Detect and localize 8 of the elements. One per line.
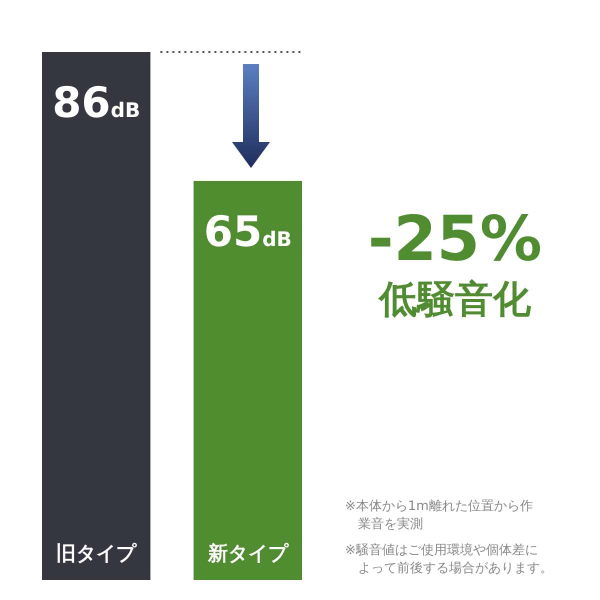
text: ※騒音値はご使用環境や個体差によって前後する場合があります。 <box>345 542 553 576</box>
text: -25% <box>368 202 542 275</box>
x-tick-label: 旧タイプ <box>56 541 138 565</box>
text: 低騒音化 <box>377 277 532 321</box>
data-label: 86dB <box>52 78 140 127</box>
data-label: 65dB <box>204 206 292 256</box>
text: ※本体から1m離れた位置から作業音を実測 <box>345 499 533 532</box>
x-tick-label: 新タイプ <box>206 541 289 565</box>
